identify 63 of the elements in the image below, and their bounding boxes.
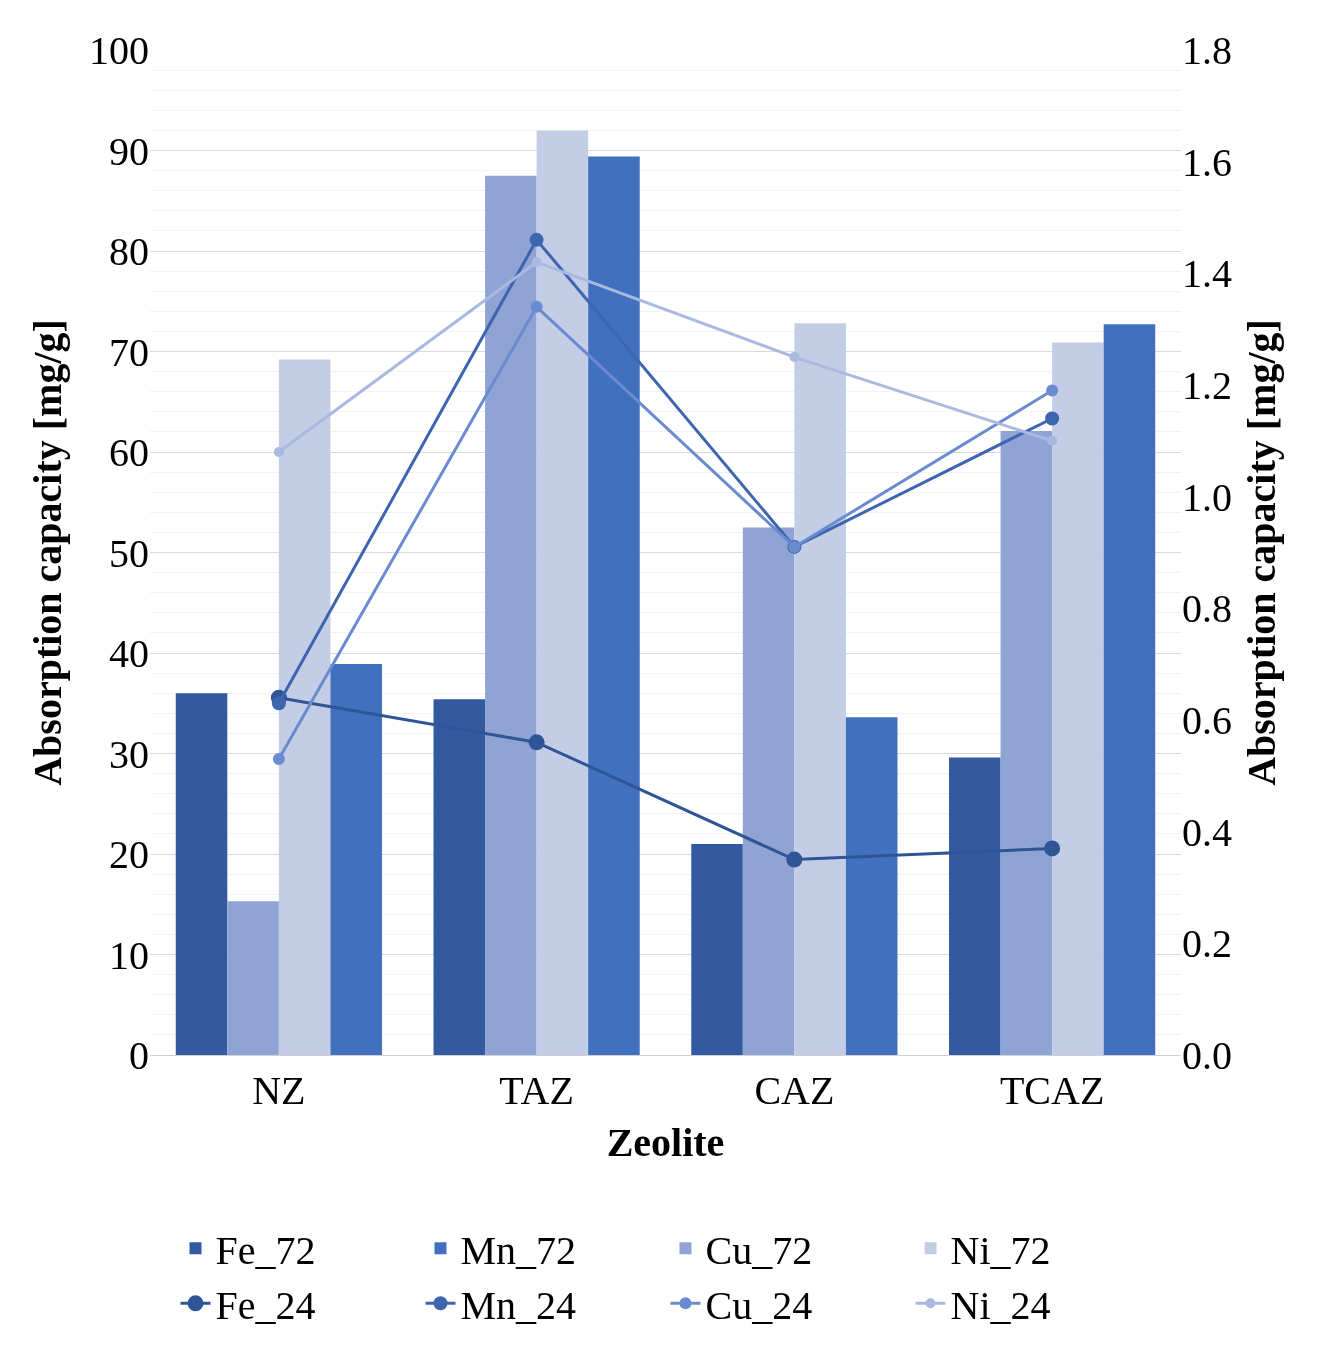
point xyxy=(273,447,284,457)
legend-label: Mn_24 xyxy=(460,1282,577,1328)
x-tick-label: CAZ xyxy=(754,1068,835,1113)
bar xyxy=(845,717,898,1055)
bar xyxy=(742,527,795,1055)
point xyxy=(528,734,545,751)
y2-tick-label: 0.8 xyxy=(1182,586,1232,632)
y-tick-label: 10 xyxy=(109,932,149,978)
point xyxy=(1045,411,1060,426)
y2-tick-label: 0.4 xyxy=(1182,809,1232,855)
point xyxy=(786,851,803,868)
y2-tick-label: 1.2 xyxy=(1182,363,1232,408)
x-tick-label: NZ xyxy=(252,1068,306,1113)
y2-axis-title: Absorption capacity [mg/g] xyxy=(1238,319,1284,786)
bar xyxy=(227,901,279,1055)
bar xyxy=(794,323,846,1055)
y2-tick-label: 0.6 xyxy=(1182,698,1232,743)
bar xyxy=(278,359,331,1055)
y-axis-title: Absorption capacity [mg/g] xyxy=(24,319,70,786)
bar xyxy=(1103,324,1156,1055)
point xyxy=(272,753,285,766)
legend-label: Ni_24 xyxy=(950,1282,1051,1328)
legend-label: Ni_72 xyxy=(950,1227,1051,1273)
bar xyxy=(485,175,537,1055)
legend-label: Cu_72 xyxy=(705,1227,813,1273)
y2-tick-label: 1.4 xyxy=(1182,251,1232,297)
x-axis-title: Zeolite xyxy=(606,1119,725,1165)
y2-tick-label: 1.6 xyxy=(1182,139,1232,185)
bar xyxy=(691,843,743,1055)
bar xyxy=(1052,342,1104,1055)
bar xyxy=(588,156,640,1055)
y-tick-label: 0 xyxy=(129,1033,149,1078)
y-tick-label: 100 xyxy=(89,28,149,73)
legend-label: Mn_72 xyxy=(460,1227,577,1273)
y-tick-label: 70 xyxy=(109,329,149,375)
y-tick-label: 90 xyxy=(109,128,149,174)
point xyxy=(530,300,543,313)
bar xyxy=(1000,430,1053,1055)
legend-label: Fe_72 xyxy=(215,1227,316,1273)
y2-tick-label: 1.0 xyxy=(1182,474,1232,520)
point xyxy=(789,352,800,363)
bar xyxy=(330,664,382,1055)
point xyxy=(1046,384,1059,397)
legend-label: Cu_24 xyxy=(705,1282,813,1328)
point xyxy=(531,257,542,268)
bar xyxy=(536,130,589,1055)
y2-tick-label: 1.8 xyxy=(1182,28,1232,73)
y2-tick-label: 0.2 xyxy=(1182,921,1232,967)
y-tick-label: 20 xyxy=(109,832,149,877)
y-tick-label: 80 xyxy=(109,229,149,274)
y2-tick-label: 0.0 xyxy=(1182,1033,1232,1078)
x-tick-label: TCAZ xyxy=(999,1068,1105,1113)
y-tick-label: 30 xyxy=(109,731,149,777)
point xyxy=(529,232,544,247)
bar xyxy=(175,693,228,1055)
point xyxy=(271,696,286,711)
x-tick-label: TAZ xyxy=(499,1068,574,1113)
y-tick-label: 40 xyxy=(109,631,149,676)
legend-label: Fe_24 xyxy=(215,1282,316,1328)
y-tick-label: 50 xyxy=(109,530,149,576)
point xyxy=(1047,435,1058,446)
point xyxy=(1044,840,1061,857)
y-tick-label: 60 xyxy=(109,430,149,475)
